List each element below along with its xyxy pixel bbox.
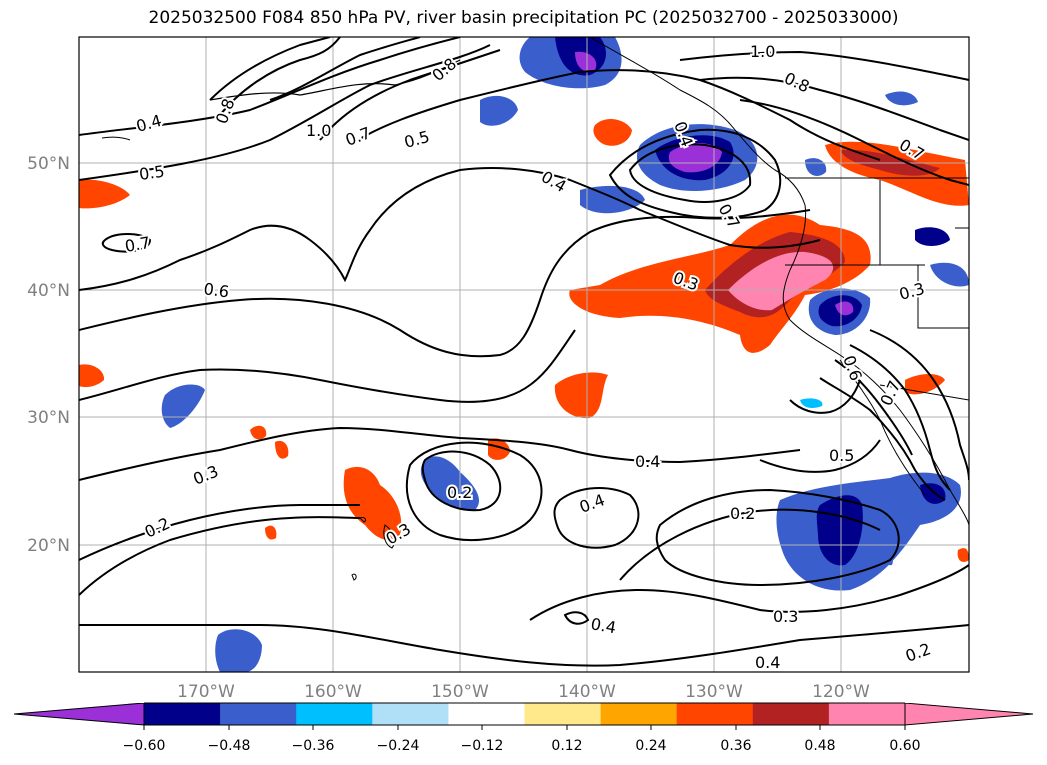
contour-label: 0.4 [755,653,780,672]
lon-label-170w: 170°W [177,682,235,702]
contour-label: 0.2 [447,483,472,502]
colorbar-tick-label: 0.60 [889,738,920,754]
colorbar-ticks [143,725,906,730]
colorbar-tick-label: 0.36 [720,738,751,754]
colorbar-tick-label: 0.12 [551,738,582,754]
lat-label-50n: 50°N [27,154,70,174]
colorbar-band [828,703,906,725]
colorbar-band [600,703,678,725]
contour-label: 0.2 [730,504,755,523]
colorbar: −0.60 −0.48 −0.36 −0.24 −0.12 0.12 0.24 … [13,702,1034,754]
map-frame [78,36,970,673]
lon-label-150w: 150°W [431,682,489,702]
lat-label-40n: 40°N [27,281,70,301]
contour-label: 0.6 [202,279,230,301]
colorbar-band [220,703,297,725]
colorbar-band [676,703,754,725]
lon-label-120w: 120°W [812,682,870,702]
lat-label-30n: 30°N [27,408,70,428]
colorbar-tick-label: 0.48 [804,738,835,754]
lon-label-140w: 140°W [558,682,616,702]
colorbar-extend-min [14,703,144,725]
contour-label: 1.0 [306,121,331,140]
colorbar-band [448,703,525,725]
lon-label-160w: 160°W [304,682,362,702]
colorbar-band [144,703,221,725]
contour-label: 0.4 [635,452,660,471]
colorbar-tick-label: −0.60 [123,738,166,754]
colorbar-tick-label: −0.24 [377,738,420,754]
colorbar-tick-label: −0.12 [461,738,504,754]
colorbar-tick-label: −0.48 [208,738,251,754]
contour-label: 1.0 [750,42,775,61]
colorbar-band [524,703,602,725]
precip-negative-shading [161,37,969,672]
colorbar-tick-labels: −0.60 −0.48 −0.36 −0.24 −0.12 0.12 0.24 … [123,738,921,754]
colorbar-bands [14,703,1033,725]
latitude-labels: 50°N 40°N 30°N 20°N [27,154,70,556]
colorbar-band [372,703,449,725]
colorbar-band [296,703,373,725]
colorbar-band [752,703,830,725]
contour-label: 0.3 [773,607,798,626]
colorbar-extend-max [905,703,1033,725]
lat-label-20n: 20°N [27,536,70,556]
pv-contours [79,37,969,667]
contour-label: 0.5 [829,446,854,465]
colorbar-outline [13,702,1034,726]
colorbar-tick-label: 0.24 [635,738,666,754]
precip-positive-shading [79,118,969,562]
colorbar-tick-label: −0.36 [292,738,335,754]
contour-label: 0.5 [138,162,166,184]
longitude-labels: 170°W 160°W 150°W 140°W 130°W 120°W [177,682,870,702]
lon-label-130w: 130°W [685,682,743,702]
chart-title: 2025032500 F084 850 hPa PV, river basin … [148,8,899,28]
